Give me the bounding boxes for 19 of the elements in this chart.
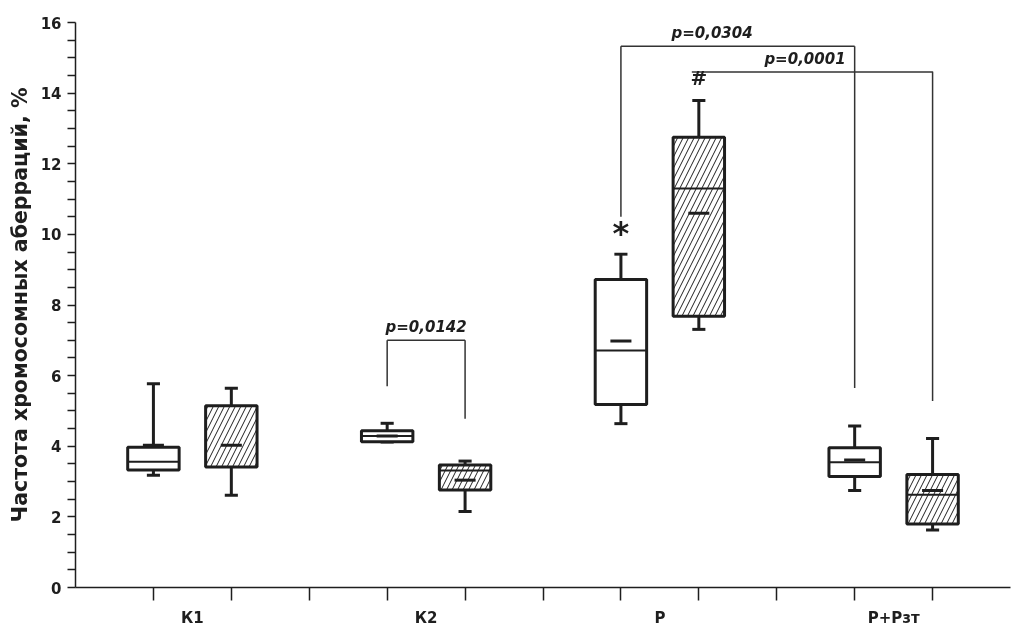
y-tick-label: 12 <box>40 155 62 174</box>
x-tick-label: Р <box>654 608 666 627</box>
y-tick-label: 6 <box>51 367 62 386</box>
x-tick-label: К2 <box>414 608 438 627</box>
x-tick-label: К1 <box>181 608 204 627</box>
y-tick-label: 4 <box>51 438 62 457</box>
y-tick-label: 10 <box>40 226 62 245</box>
y-tick-label: 16 <box>40 14 62 33</box>
y-tick-label: 2 <box>51 508 62 527</box>
annotation: # <box>690 65 708 90</box>
annotation: p=0,0142 <box>384 318 467 337</box>
annotation: p=0,0001 <box>763 49 846 68</box>
y-tick-label: 0 <box>51 579 62 598</box>
annotation: p=0,0304 <box>670 24 753 43</box>
x-tick-label: Р+Рзт <box>867 608 920 627</box>
y-tick-label: 8 <box>51 297 62 315</box>
y-tick-label: 14 <box>40 85 62 104</box>
annotation: * <box>612 214 630 253</box>
y-axis-title: Частота хромосомных аберраций, % <box>7 87 32 523</box>
